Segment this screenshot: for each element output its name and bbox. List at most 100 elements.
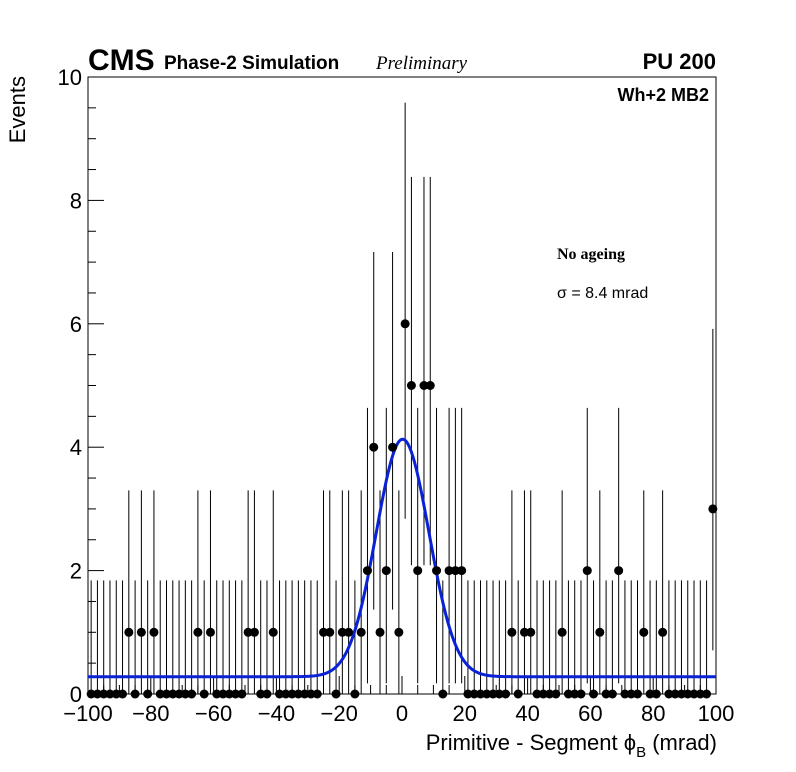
data-point (476, 689, 485, 699)
data-point (683, 689, 693, 699)
data-point (507, 627, 517, 637)
data-point (99, 689, 109, 699)
data-point (249, 627, 259, 637)
data-point (143, 689, 153, 699)
data-point (620, 689, 630, 699)
data-point (118, 689, 128, 699)
data-point (375, 627, 385, 637)
x-axis-title-unit: (mrad) (646, 730, 717, 755)
data-point (281, 689, 291, 699)
data-point (519, 627, 529, 637)
data-point (639, 627, 649, 637)
data-point (513, 689, 523, 699)
data-point (419, 381, 429, 390)
pileup-label: PU 200 (643, 49, 716, 74)
data-point (92, 689, 102, 699)
data-point (218, 689, 228, 699)
data-point (231, 689, 241, 699)
data-point (438, 689, 448, 699)
data-point (275, 689, 285, 699)
x-axis-title: Primitive - Segment ϕB (mrad) (426, 730, 717, 761)
data-point (607, 689, 617, 699)
x-tick-label: 20 (453, 701, 477, 726)
plot-border (87, 76, 717, 695)
data-point (689, 689, 699, 699)
y-tick-label: 6 (70, 312, 82, 337)
data-point (482, 689, 492, 699)
x-tick-label: −60 (195, 701, 232, 726)
y-axis: 0 2 4 6 8 10 (58, 65, 104, 707)
y-tick-label: 10 (58, 65, 82, 90)
data-point (676, 689, 686, 699)
data-point (86, 689, 96, 699)
data-point (262, 689, 272, 699)
data-point (356, 627, 366, 637)
data-point (708, 504, 718, 514)
data-point (155, 689, 165, 699)
station-label: Wh+2 MB2 (617, 85, 709, 105)
x-axis-title-main: Primitive - Segment (426, 730, 624, 755)
data-point (570, 689, 580, 699)
ageing-label: No ageing (557, 246, 625, 263)
data-point (268, 627, 278, 637)
data-point (287, 689, 297, 699)
data-point (633, 689, 642, 699)
data-point (130, 689, 140, 699)
data-point (695, 689, 705, 699)
sigma-label: σ = 8.4 mrad (557, 285, 648, 302)
data-point (344, 627, 354, 637)
data-point (425, 381, 435, 390)
data-point (394, 627, 404, 637)
data-point (168, 689, 178, 699)
data-point (388, 442, 398, 452)
data-point (601, 689, 611, 699)
x-tick-label: 60 (578, 701, 602, 726)
data-point (557, 627, 567, 637)
data-point (350, 689, 360, 699)
plot-frame (87, 76, 717, 695)
data-point (381, 566, 391, 576)
error-bars (88, 102, 716, 695)
data-point (300, 689, 310, 699)
data-point (256, 689, 266, 699)
x-tick-label: −100 (63, 701, 113, 726)
data-point (124, 627, 134, 637)
data-point (369, 442, 379, 452)
y-axis-title: Events (5, 76, 30, 143)
data-point (319, 627, 328, 637)
data-point (331, 689, 341, 699)
data-points (86, 319, 718, 699)
data-point (589, 689, 599, 699)
data-point (538, 689, 548, 699)
phase2-label: Phase-2 Simulation (164, 53, 339, 74)
data-point (645, 689, 655, 699)
x-tick-label: −20 (321, 701, 358, 726)
data-point (670, 689, 680, 699)
data-point (162, 689, 171, 699)
data-point (406, 381, 416, 390)
x-tick-label: −40 (258, 701, 295, 726)
data-point (501, 689, 511, 699)
data-point (702, 689, 712, 699)
data-point (337, 627, 347, 637)
data-point (450, 566, 460, 576)
data-point (105, 689, 115, 699)
data-point (205, 627, 215, 637)
data-point (664, 689, 674, 699)
data-point (212, 689, 222, 699)
data-point (563, 689, 573, 699)
x-axis-title-phi: ϕ (624, 730, 636, 755)
data-point (595, 627, 605, 637)
data-point (199, 689, 209, 699)
x-tick-label: 100 (698, 701, 735, 726)
data-point (413, 566, 423, 576)
x-tick-label: 80 (641, 701, 665, 726)
data-point (545, 689, 555, 699)
data-point (111, 689, 121, 699)
data-point (174, 689, 184, 699)
y-tick-label: 8 (70, 188, 82, 213)
data-point (224, 689, 234, 699)
data-point (293, 689, 303, 699)
data-point (136, 627, 146, 637)
